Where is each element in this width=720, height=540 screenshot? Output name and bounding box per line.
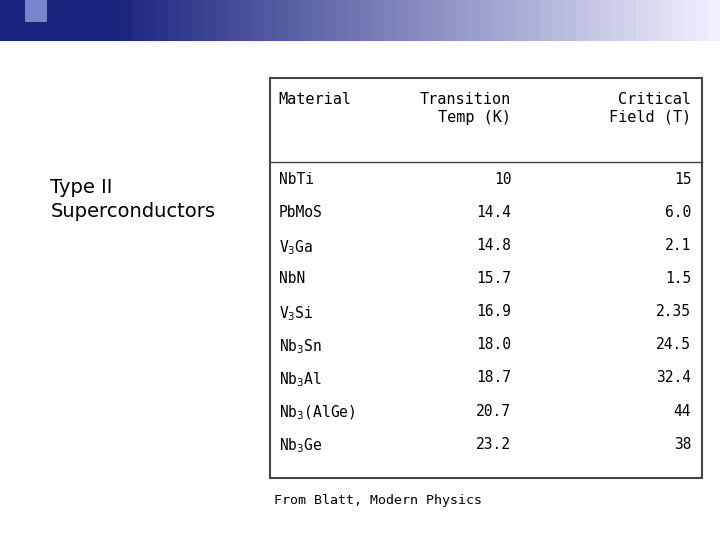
Text: 15: 15 bbox=[674, 172, 691, 187]
Bar bbox=[516, 0, 529, 40]
Bar bbox=[696, 0, 709, 40]
Bar bbox=[168, 0, 181, 40]
Text: Material: Material bbox=[279, 92, 351, 107]
Text: 6.0: 6.0 bbox=[665, 205, 691, 220]
Bar bbox=[108, 0, 122, 40]
Bar bbox=[504, 0, 518, 40]
Text: NbTi: NbTi bbox=[279, 172, 314, 187]
Text: 18.7: 18.7 bbox=[476, 370, 511, 386]
Text: 20.7: 20.7 bbox=[476, 403, 511, 418]
Text: 32.4: 32.4 bbox=[656, 370, 691, 386]
Bar bbox=[300, 0, 313, 40]
Bar bbox=[408, 0, 421, 40]
Bar bbox=[648, 0, 662, 40]
Bar bbox=[288, 0, 302, 40]
Bar bbox=[270, 78, 702, 478]
Bar bbox=[660, 0, 673, 40]
Bar bbox=[312, 0, 325, 40]
Text: Nb$_3$(AlGe): Nb$_3$(AlGe) bbox=[279, 403, 355, 422]
Bar bbox=[0, 0, 14, 40]
Bar bbox=[636, 0, 649, 40]
Bar bbox=[456, 0, 469, 40]
Text: From Blatt, Modern Physics: From Blatt, Modern Physics bbox=[274, 494, 482, 507]
Bar bbox=[552, 0, 565, 40]
Bar bbox=[264, 0, 277, 40]
Bar bbox=[36, 0, 50, 40]
Bar bbox=[480, 0, 493, 40]
Bar bbox=[564, 0, 577, 40]
Text: 23.2: 23.2 bbox=[476, 437, 511, 451]
Bar bbox=[192, 0, 205, 40]
Bar bbox=[144, 0, 158, 40]
Bar bbox=[600, 0, 613, 40]
Bar bbox=[252, 0, 266, 40]
Bar bbox=[24, 0, 37, 40]
Bar bbox=[324, 0, 338, 40]
Bar bbox=[624, 0, 637, 40]
Bar bbox=[432, 0, 446, 40]
Bar bbox=[684, 0, 698, 40]
Bar bbox=[96, 0, 109, 40]
Text: Nb$_3$Sn: Nb$_3$Sn bbox=[279, 338, 322, 356]
Text: 2.1: 2.1 bbox=[665, 238, 691, 253]
Text: 10: 10 bbox=[494, 172, 511, 187]
Bar bbox=[240, 0, 253, 40]
Text: 15.7: 15.7 bbox=[476, 271, 511, 286]
Text: 38: 38 bbox=[674, 437, 691, 451]
Text: 1.5: 1.5 bbox=[665, 271, 691, 286]
Bar bbox=[576, 0, 590, 40]
Text: 2.35: 2.35 bbox=[656, 304, 691, 319]
Bar bbox=[276, 0, 289, 40]
Bar bbox=[204, 0, 217, 40]
Text: 14.4: 14.4 bbox=[476, 205, 511, 220]
Bar bbox=[216, 0, 230, 40]
Bar bbox=[492, 0, 505, 40]
Bar bbox=[396, 0, 410, 40]
Bar bbox=[672, 0, 685, 40]
Bar bbox=[228, 0, 241, 40]
Bar bbox=[468, 0, 482, 40]
Text: NbN: NbN bbox=[279, 271, 305, 286]
Bar bbox=[360, 0, 374, 40]
Bar bbox=[384, 0, 397, 40]
Bar bbox=[528, 0, 541, 40]
Bar bbox=[0, 0, 25, 20]
Bar bbox=[444, 0, 457, 40]
Bar bbox=[84, 0, 97, 40]
Text: Type II
Superconductors: Type II Superconductors bbox=[50, 178, 215, 221]
Bar bbox=[48, 0, 61, 40]
Text: Transition
Temp (K): Transition Temp (K) bbox=[420, 92, 511, 125]
Bar bbox=[588, 0, 601, 40]
Bar bbox=[372, 0, 385, 40]
Bar bbox=[25, 0, 47, 22]
Text: 18.0: 18.0 bbox=[476, 338, 511, 352]
Text: Nb$_3$Ge: Nb$_3$Ge bbox=[279, 437, 322, 455]
Bar bbox=[348, 0, 361, 40]
Text: 24.5: 24.5 bbox=[656, 338, 691, 352]
Bar bbox=[420, 0, 433, 40]
Text: 16.9: 16.9 bbox=[476, 304, 511, 319]
Bar bbox=[336, 0, 349, 40]
Bar bbox=[156, 0, 169, 40]
Bar bbox=[120, 0, 133, 40]
Text: V$_3$Ga: V$_3$Ga bbox=[279, 238, 313, 256]
Bar bbox=[132, 0, 145, 40]
Text: V$_3$Si: V$_3$Si bbox=[279, 304, 313, 323]
Bar bbox=[72, 0, 86, 40]
Bar bbox=[12, 0, 25, 40]
Text: 44: 44 bbox=[674, 403, 691, 418]
Text: PbMoS: PbMoS bbox=[279, 205, 323, 220]
Bar bbox=[180, 0, 194, 40]
Bar bbox=[60, 0, 73, 40]
Text: Critical
Field (T): Critical Field (T) bbox=[609, 92, 691, 125]
Text: Nb$_3$Al: Nb$_3$Al bbox=[279, 370, 322, 389]
Bar bbox=[708, 0, 720, 40]
Bar bbox=[540, 0, 554, 40]
Text: 14.8: 14.8 bbox=[476, 238, 511, 253]
Bar bbox=[612, 0, 626, 40]
